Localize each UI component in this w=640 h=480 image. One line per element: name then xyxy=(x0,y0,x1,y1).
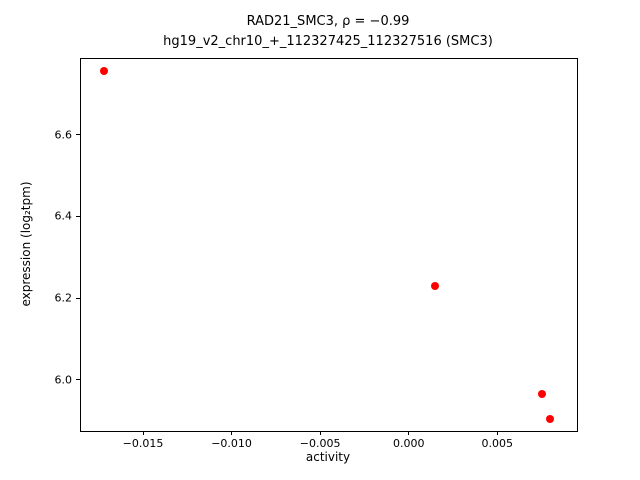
y-axis-label-box: expression (log₂tpm) xyxy=(16,58,36,430)
x-tick-mark xyxy=(142,431,144,435)
chart-subtitle: hg19_v2_chr10_+_112327425_112327516 (SMC… xyxy=(163,34,493,49)
y-tick-label: 6.4 xyxy=(54,209,73,223)
x-axis-label: activity xyxy=(305,450,351,464)
data-point xyxy=(100,67,109,76)
data-point xyxy=(546,414,555,423)
plot-area: −0.015 −0.010 −0.005 0.000 0.005 6.0 6.2 6.4 6.6 xyxy=(55,58,578,450)
y-tick-mark xyxy=(76,297,80,299)
x-tick-mark xyxy=(231,431,233,435)
y-tick-mark xyxy=(76,134,80,136)
data-point xyxy=(431,281,440,290)
chart-title: RAD21_SMC3, ρ = −0.99 xyxy=(246,14,410,29)
chart-title-block: RAD21_SMC3, ρ = −0.99 hg19_v2_chr10_+_11… xyxy=(80,12,576,52)
x-tick-label: −0.010 xyxy=(211,437,252,450)
x-tick-label: 0.000 xyxy=(392,437,425,450)
x-tick-mark xyxy=(408,431,410,435)
x-tick-label: 0.005 xyxy=(481,437,514,450)
y-tick-mark xyxy=(76,379,80,381)
y-tick-label: 6.0 xyxy=(54,373,73,387)
x-tick-label: −0.005 xyxy=(299,437,341,450)
y-tick-label: 6.6 xyxy=(54,128,73,142)
x-tick-label: −0.015 xyxy=(122,437,164,450)
y-tick-mark xyxy=(76,215,80,217)
x-tick-mark xyxy=(319,431,321,435)
data-point xyxy=(537,390,546,399)
y-axis-label: expression (log₂tpm) xyxy=(19,181,33,307)
x-tick-mark xyxy=(496,431,498,435)
y-tick-label: 6.2 xyxy=(54,291,73,305)
